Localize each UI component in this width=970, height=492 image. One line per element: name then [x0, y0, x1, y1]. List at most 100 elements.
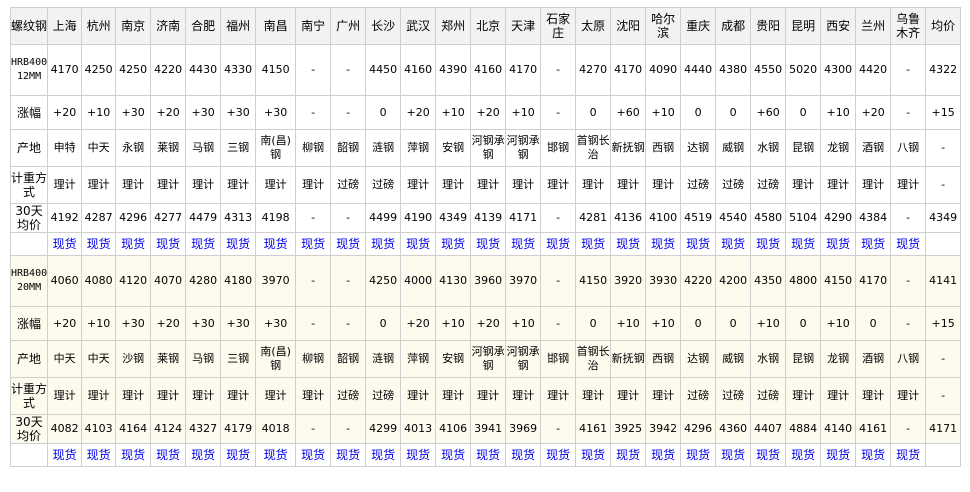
spot-link[interactable]: 现货	[191, 236, 216, 251]
weight-cell: 理计	[820, 377, 857, 415]
spot-link-cell: 现货	[435, 443, 472, 467]
change-cell: +10	[645, 306, 682, 341]
price-cell: 4430	[185, 44, 222, 96]
header-city: 南京	[115, 7, 152, 45]
price-cell: 4141	[925, 255, 962, 307]
spot-link[interactable]: 现货	[616, 447, 641, 462]
spot-link[interactable]: 现货	[826, 447, 851, 462]
spot-link[interactable]: 现货	[226, 447, 251, 462]
spot-link[interactable]: 现货	[686, 447, 711, 462]
spot-link[interactable]: 现货	[156, 236, 181, 251]
spot-link[interactable]: 现货	[406, 236, 431, 251]
origin-cell: 莱钢	[150, 340, 187, 378]
spot-link[interactable]: 现货	[191, 447, 216, 462]
spot-link[interactable]: 现货	[651, 236, 676, 251]
weight-cell: 理计	[255, 166, 297, 204]
spot-link[interactable]: 现货	[721, 236, 746, 251]
avg30-cell: 4407	[750, 414, 787, 444]
spot-link[interactable]: 现货	[301, 447, 326, 462]
spot-link[interactable]: 现货	[301, 236, 326, 251]
origin-cell: 昆钢	[785, 129, 822, 167]
price-row: HRB400 12MM 4170 4250 4250 4220 4430 4330 4150-…	[9, 44, 962, 96]
spot-link[interactable]: 现货	[86, 447, 111, 462]
spot-link[interactable]: 现货	[52, 447, 77, 462]
spot-link[interactable]: 现货	[336, 236, 361, 251]
spot-link[interactable]: 现货	[226, 236, 251, 251]
origin-cell: 韶钢	[330, 129, 367, 167]
spot-link[interactable]: 现货	[476, 236, 501, 251]
avg30-cell: 4192	[47, 203, 83, 233]
spot-link[interactable]: 现货	[861, 236, 886, 251]
header-city: 上海	[47, 7, 83, 45]
spot-link-cell: 现货	[575, 443, 612, 467]
spot-link[interactable]: 现货	[476, 447, 501, 462]
header-city: 郑州	[435, 7, 472, 45]
spot-link[interactable]: 现货	[121, 447, 146, 462]
price-cell: 3960	[470, 255, 507, 307]
spot-link-cell: 现货	[255, 232, 297, 256]
spot-link-cell: 现货	[890, 443, 927, 467]
spot-link[interactable]: 现货	[756, 236, 781, 251]
header-city: 太原	[575, 7, 612, 45]
weight-cell: 过磅	[680, 166, 717, 204]
origin-cell: 永钢	[115, 129, 152, 167]
change-cell: +20	[470, 306, 507, 341]
spot-link[interactable]: 现货	[546, 236, 571, 251]
spot-link[interactable]: 现货	[581, 447, 606, 462]
spot-link[interactable]: 现货	[156, 447, 181, 462]
spot-link[interactable]: 现货	[263, 447, 288, 462]
spot-link[interactable]: 现货	[441, 236, 466, 251]
spot-link[interactable]: 现货	[756, 447, 781, 462]
origin-label: 产地	[9, 129, 49, 167]
avg30-cell: 4164	[115, 414, 152, 444]
change-cell: +30	[255, 306, 297, 341]
spot-link[interactable]: 现货	[721, 447, 746, 462]
empty-cell	[925, 443, 962, 467]
spot-link[interactable]: 现货	[263, 236, 288, 251]
origin-cell: 西钢	[645, 129, 682, 167]
spot-link[interactable]: 现货	[791, 236, 816, 251]
price-cell: 4150	[820, 255, 857, 307]
header-city: 合肥	[185, 7, 222, 45]
spot-link[interactable]: 现货	[121, 236, 146, 251]
avg30-cell: 4103	[81, 414, 117, 444]
weight-label: 计重方式	[9, 166, 49, 204]
spot-link[interactable]: 现货	[686, 236, 711, 251]
spot-link[interactable]: 现货	[861, 447, 886, 462]
spot-link[interactable]: 现货	[546, 447, 571, 462]
price-cell: 4250	[115, 44, 152, 96]
avg30-cell: 4384	[855, 203, 892, 233]
spot-link[interactable]: 现货	[826, 236, 851, 251]
header-city: 北京	[470, 7, 507, 45]
spot-link[interactable]: 现货	[651, 447, 676, 462]
weight-cell: 理计	[610, 377, 647, 415]
header-city: 广州	[330, 7, 367, 45]
header-city: 沈阳	[610, 7, 647, 45]
avg30-row: 30天均价 4082 4103 4164 4124 4327 4179 4018- -4299 4…	[9, 414, 962, 444]
price-cell: 4220	[680, 255, 717, 307]
weight-cell: 过磅	[750, 166, 787, 204]
spot-link[interactable]: 现货	[406, 447, 431, 462]
spot-link[interactable]: 现货	[52, 236, 77, 251]
change-cell: +10	[435, 306, 472, 341]
weight-cell: 理计	[505, 377, 542, 415]
spot-link[interactable]: 现货	[441, 447, 466, 462]
spot-link[interactable]: 现货	[791, 447, 816, 462]
spot-link[interactable]: 现货	[896, 236, 921, 251]
spot-link[interactable]: 现货	[371, 447, 396, 462]
price-cell: 4000	[400, 255, 437, 307]
spot-link[interactable]: 现货	[86, 236, 111, 251]
spot-link[interactable]: 现货	[371, 236, 396, 251]
spot-link[interactable]: 现货	[336, 447, 361, 462]
origin-cell: 西钢	[645, 340, 682, 378]
header-city: 天津	[505, 7, 542, 45]
spot-link[interactable]: 现货	[616, 236, 641, 251]
spot-link[interactable]: 现货	[511, 447, 536, 462]
spot-link[interactable]: 现货	[581, 236, 606, 251]
spot-link[interactable]: 现货	[511, 236, 536, 251]
price-cell: 4170	[610, 44, 647, 96]
avg30-cell: -	[890, 414, 927, 444]
avg30-cell: 5104	[785, 203, 822, 233]
spot-link[interactable]: 现货	[896, 447, 921, 462]
origin-cell: 河钢承钢	[505, 129, 542, 167]
